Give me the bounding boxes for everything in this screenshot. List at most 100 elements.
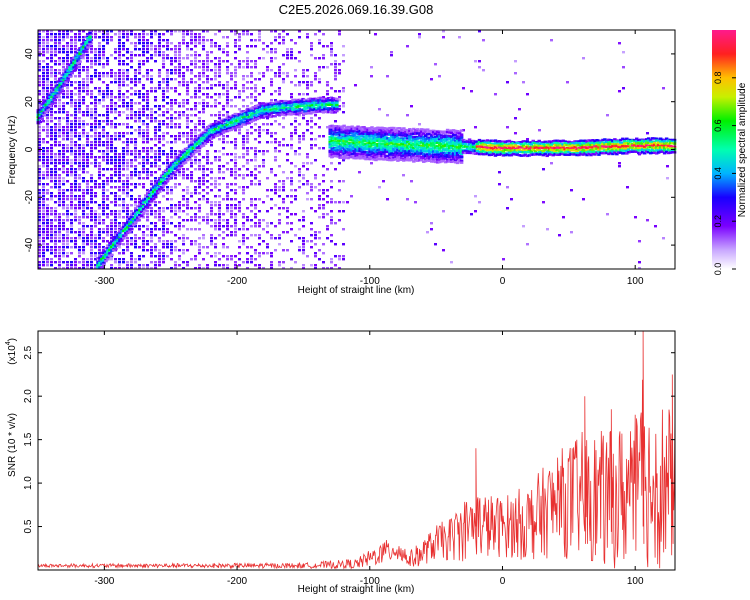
spectrogram-cell: [70, 192, 73, 195]
spectrogram-cell: [50, 258, 53, 261]
spectrogram-cell: [134, 114, 137, 117]
spectrogram-ridge-cell: [465, 144, 470, 148]
spectrogram-cell: [182, 57, 185, 60]
spectrogram-cell: [282, 81, 285, 84]
spectrogram-ridge-cell: [358, 138, 362, 141]
spectrogram-ridge-cell: [501, 154, 506, 157]
spectrogram-cell: [206, 267, 209, 270]
spectrogram-cell: [186, 192, 189, 195]
spectrogram-cell: [182, 39, 185, 42]
spectrogram-ridge-cell: [422, 147, 426, 151]
spectrogram-ridge-cell: [595, 141, 599, 145]
spectrogram-ridge-cell: [489, 149, 494, 153]
spectrogram-cell: [134, 81, 137, 84]
spectrogram-cell: [154, 117, 157, 120]
spectrogram-cell: [514, 117, 517, 120]
spectrogram-cell: [90, 195, 93, 198]
spectrogram-ridge-cell: [569, 149, 573, 152]
spectrogram-ridge-cell: [573, 142, 577, 145]
spectrogram-ridge-cell: [503, 146, 508, 149]
spectrogram-cell: [178, 48, 181, 51]
spectrogram-cell: [290, 39, 293, 42]
spectrogram-cell: [74, 123, 77, 126]
spectrogram-ridge-cell: [350, 147, 354, 151]
spectrogram-cell: [150, 54, 153, 57]
spectrogram-cell: [62, 117, 65, 120]
spectrogram-ridge-cell: [398, 156, 402, 159]
spectrogram-ridge-cell: [424, 150, 428, 153]
spectrogram-ridge-cell: [427, 155, 432, 159]
spectrogram-ridge-cell: [503, 153, 508, 157]
spectrogram-ridge-cell: [589, 150, 593, 154]
spectrogram-cell: [178, 204, 181, 207]
spectrogram-ridge-cell: [354, 141, 358, 144]
spectrogram-cell: [186, 135, 189, 138]
spectrogram-cell: [46, 69, 49, 72]
spectrogram-cell: [230, 210, 233, 213]
spectrogram-cell: [146, 60, 149, 63]
spectrogram-cell: [326, 126, 329, 129]
spectrogram-ridge-cell: [352, 126, 356, 130]
spectrogram-ridge-cell: [418, 136, 422, 140]
spectrogram-cell: [70, 99, 73, 102]
spectrogram-cell: [178, 264, 181, 267]
spectrogram-cell: [234, 153, 237, 156]
spectrogram-ridge-cell: [443, 135, 448, 139]
spectrogram-cell: [226, 168, 229, 171]
spectrogram-cell: [342, 228, 345, 231]
spectrogram-ridge-cell: [404, 148, 408, 151]
spectrogram-cell: [126, 267, 129, 270]
spectrogram-cell: [214, 93, 217, 96]
spectrogram-ridge-cell: [346, 135, 350, 138]
spectrogram-cell: [246, 258, 249, 261]
spectrogram-ridge-cell: [555, 146, 559, 149]
spectrogram-ridge-cell: [553, 149, 557, 153]
spectrogram-ridge-cell: [376, 135, 380, 139]
spectrogram-cell: [146, 117, 149, 120]
spectrogram-cell: [118, 87, 121, 90]
spectrogram-ridge-cell: [527, 142, 532, 146]
spectrogram-ridge-cell: [481, 149, 486, 153]
spectrogram-cell: [118, 105, 121, 108]
spectrogram-cell: [206, 153, 209, 156]
spectrogram-ridge-cell: [364, 132, 368, 136]
spectrogram-cell: [158, 87, 161, 90]
spectrogram-ridge-cell: [360, 146, 364, 149]
spectrogram-cell: [154, 246, 157, 249]
spectrogram-cell: [250, 246, 253, 249]
spectrogram-cell: [258, 93, 261, 96]
spectrogram-cell: [166, 126, 169, 129]
spectrogram-cell: [322, 189, 325, 192]
spectrogram-cell: [66, 228, 69, 231]
spectrogram-ridge-cell: [583, 149, 587, 152]
spectrogram-ridge-cell: [459, 139, 464, 142]
spectrogram-cell: [254, 216, 257, 219]
spectrogram-cell: [158, 120, 161, 123]
spectrogram-cell: [190, 171, 193, 174]
spectrogram-ridge-cell: [330, 130, 334, 133]
spectrogram-ridge-cell: [601, 151, 605, 155]
spectrogram-cell: [138, 258, 141, 261]
spectrogram-ridge-cell: [463, 139, 468, 143]
spectrogram-cell: [238, 66, 241, 69]
spectrogram-ridge-cell: [344, 146, 348, 150]
spectrogram-ridge-cell: [581, 148, 585, 152]
spectrogram-cell: [242, 216, 245, 219]
spectrogram-cell: [294, 57, 297, 60]
spectrogram-ridge-cell: [563, 151, 567, 154]
spectrogram-cell: [66, 30, 69, 33]
spectrogram-cell: [210, 42, 213, 45]
spectrogram-ridge-cell: [569, 152, 573, 156]
spectrogram-ridge-cell: [493, 139, 498, 142]
spectrogram-cell: [70, 222, 73, 225]
spectrogram-ridge-cell: [414, 148, 418, 152]
spectrogram-cell: [234, 162, 237, 165]
spectrogram-cell: [82, 39, 85, 42]
spectrogram-cell: [234, 51, 237, 54]
spectrogram-ridge-cell: [431, 133, 436, 136]
spectrogram-ridge-cell: [384, 154, 388, 158]
spectrogram-cell: [138, 93, 141, 96]
spectrogram-cell: [126, 213, 129, 216]
spectrogram-cell: [162, 261, 165, 264]
spectrogram-ridge-cell: [467, 151, 472, 155]
